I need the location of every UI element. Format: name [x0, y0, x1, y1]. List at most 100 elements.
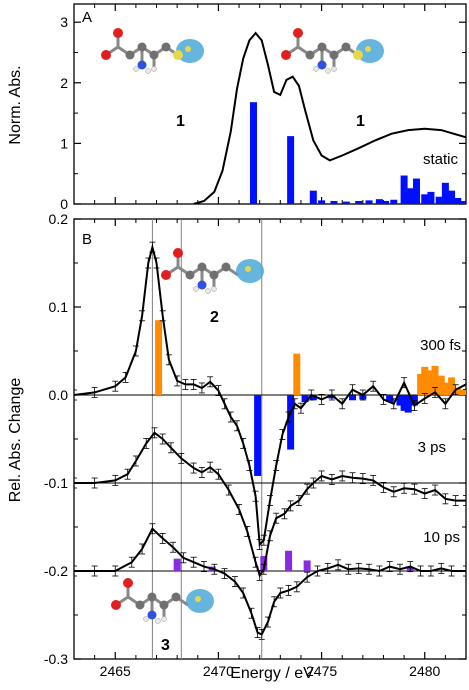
molecule-2-oxygen-a [173, 248, 183, 258]
bar-b-3-1 [254, 395, 262, 476]
bar-a-1-15 [427, 191, 435, 204]
plot-area-a [193, 31, 466, 204]
y-axis-label-b: Rel. Abs. Change [7, 378, 24, 503]
plot-frame-a [73, 3, 467, 205]
x-tick-label-1: 2470 [203, 663, 234, 679]
molecule-2-carbon-0 [185, 270, 195, 280]
molecule-2-nitrogen [197, 280, 207, 290]
bar-b-3-22 [460, 389, 466, 395]
molecule-3-carbon-0 [135, 600, 145, 610]
bar-a-1-2 [309, 190, 317, 204]
panel-b: 2465 2470 2475 2480 -0.3 -0.2 -0.1 0.0 0.1 0.2 [44, 211, 467, 679]
molecule-1a-carbon-0 [125, 50, 135, 60]
molecule-2-hydrogen-0 [211, 286, 217, 292]
molecule-illustrations [101, 28, 384, 624]
molecule-1b-nitrogen [317, 60, 327, 70]
x-tick-label-2: 2475 [306, 663, 337, 679]
molecule-1b-oxygen-a [293, 28, 303, 38]
bar-a-1-20 [460, 200, 466, 204]
annotation-static: static [423, 151, 459, 168]
molecule-1b-carbon-3 [341, 42, 351, 52]
molecule-label-2: 2 [210, 309, 219, 326]
bar-b-3-11 [400, 395, 408, 411]
molecule-2-hydrogen-2 [205, 288, 211, 294]
bar-a-1-1 [287, 136, 295, 204]
y-tick-label-a-1: 1 [60, 135, 68, 151]
molecule-2 [161, 248, 264, 294]
molecule-3-radical-center [195, 596, 201, 602]
annotation-10ps: 10 ps [423, 529, 460, 546]
bar-a-1-4 [330, 200, 338, 204]
bar-b-3-0 [155, 320, 163, 395]
bar-b-3-18 [437, 375, 445, 395]
molecule-1a-hydrogen-2 [145, 68, 151, 74]
molecule-1b-hydrogen-2 [325, 68, 331, 74]
bar-b-3-19 [441, 382, 449, 395]
bar-b-3-10 [396, 395, 404, 406]
x-tick-label-3: 2480 [409, 663, 440, 679]
molecule-3-hydrogen-2 [155, 618, 161, 624]
y-tick-label-a-0: 0 [60, 196, 68, 212]
molecule-3-nitrogen [147, 610, 157, 620]
bar-a-1-12 [406, 188, 414, 204]
bar-a-1-3 [318, 200, 326, 204]
bar-b-3-12 [404, 395, 412, 413]
annotation-3ps: 3 ps [418, 439, 446, 456]
bar-b-4-4 [303, 560, 311, 571]
plot-area-b [74, 241, 466, 640]
molecule-1b [281, 28, 384, 74]
bar-b-3-5 [309, 395, 317, 401]
x-axis-label: Energy / eV [230, 665, 314, 682]
panel-a: 0 1 2 3 [60, 3, 467, 212]
molecule-label-1b: 1 [356, 113, 365, 130]
molecule-2-oxygen-b [161, 270, 171, 280]
bar-a-1-5 [342, 201, 350, 204]
bar-a-1-6 [355, 200, 363, 204]
y-tick-label-b-1: -0.2 [44, 563, 68, 579]
bar-b-4-3 [285, 550, 293, 571]
y-tick-label-a-3: 3 [60, 14, 68, 30]
molecule-1b-carbon-1 [317, 42, 327, 52]
molecule-1a-sulfur [173, 50, 183, 60]
bar-b-3-17 [431, 365, 439, 395]
bar-a-1-9 [382, 200, 390, 204]
y-tick-label-b-2: -0.1 [44, 475, 68, 491]
molecule-1a-oxygen-b [101, 50, 111, 60]
bar-b-4-0 [173, 558, 181, 571]
bar-a-1-8 [375, 199, 383, 204]
molecule-1a [101, 28, 204, 74]
molecule-3 [111, 578, 214, 624]
molecule-label-1a: 1 [176, 113, 185, 130]
molecule-label-3: 3 [161, 637, 170, 654]
molecule-1b-carbon-0 [305, 50, 315, 60]
molecule-1b-carbon-2 [329, 50, 339, 60]
molecule-3-hydrogen-0 [161, 616, 167, 622]
annotation-300fs: 300 fs [420, 337, 461, 354]
molecule-3-oxygen-a [123, 578, 133, 588]
molecule-2-carbon-3 [221, 262, 231, 272]
bar-b-3-7 [349, 395, 357, 401]
bar-a-1-14 [421, 194, 429, 204]
molecule-2-hydrogen-1 [193, 286, 199, 292]
bar-a-1-11 [400, 175, 408, 204]
bar-b-3-14 [417, 373, 425, 395]
molecule-3-oxygen-b [111, 600, 121, 610]
y-tick-label-b-0: -0.3 [44, 651, 68, 667]
bar-b-3-9 [386, 395, 394, 403]
molecule-1b-oxygen-b [281, 50, 291, 60]
molecule-1b-radical-center [365, 46, 371, 52]
molecule-1a-oxygen-a [113, 28, 123, 38]
bar-b-4-2 [260, 556, 268, 571]
molecule-3-carbon-1 [147, 592, 157, 602]
bar-a-1-7 [365, 200, 373, 204]
molecule-2-radical-center [245, 266, 251, 272]
bar-a-1-16 [435, 196, 443, 204]
y-tick-label-b-4: 0.1 [49, 299, 69, 315]
bar-b-3-16 [425, 370, 433, 395]
molecule-1b-sulfur [353, 50, 363, 60]
panel-a-letter: A [82, 9, 92, 26]
bar-a-1-18 [448, 190, 456, 204]
bar-a-1-13 [412, 178, 420, 204]
